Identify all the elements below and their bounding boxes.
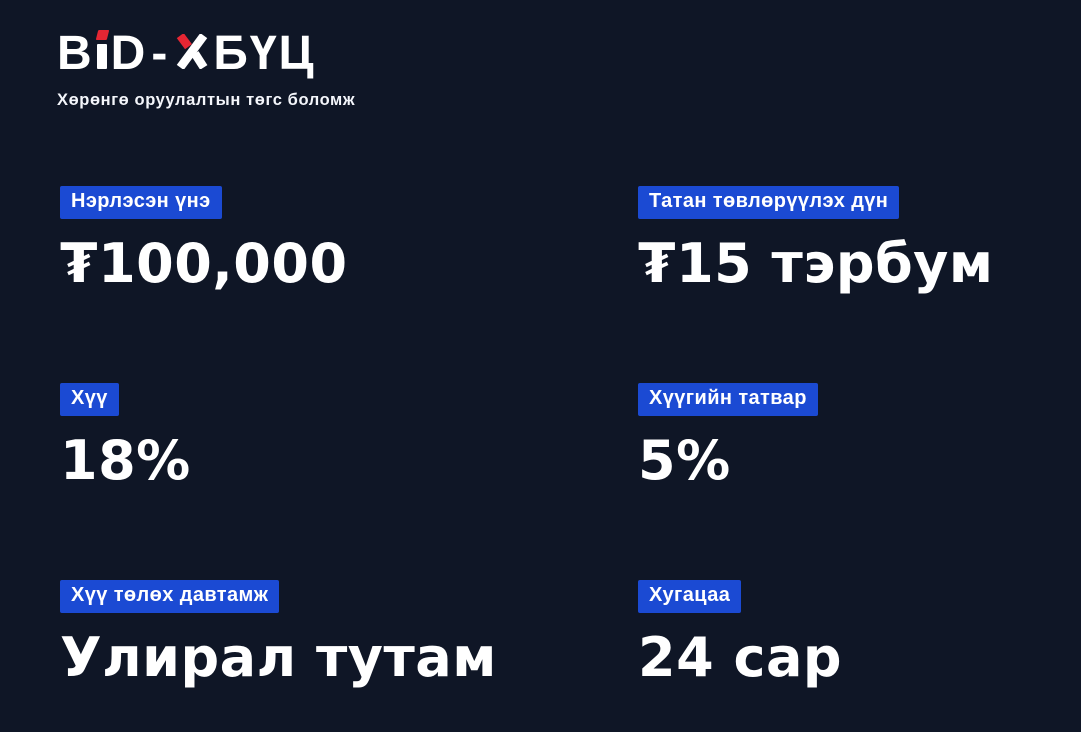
- stat-value: Улирал тутам: [60, 626, 497, 690]
- stat-value: ₮100,000: [60, 232, 348, 295]
- logo-dash: -: [151, 27, 170, 80]
- logo-letter-i: [95, 30, 109, 69]
- stat-label-badge: Хүүгийн татвар: [638, 383, 818, 417]
- logo-x-letter-icon: [177, 34, 208, 69]
- brand-logo-wordmark: B D - БҮЦ: [57, 30, 355, 78]
- stat-item-interest-rate: Хүү 18%: [60, 383, 638, 492]
- brand-tagline: Хөрөнгө оруулалтын төгс боломж: [57, 91, 356, 109]
- logo-suffix-letters: БҮЦ: [213, 27, 316, 80]
- stat-item-raise-amount: Татан төвлөрүүлэх дүн ₮15 тэрбум: [638, 186, 994, 295]
- stat-label-badge: Хүү төлөх давтамж: [60, 580, 280, 614]
- stat-value: 18%: [60, 429, 191, 493]
- stat-label-badge: Татан төвлөрүүлэх дүн: [638, 186, 900, 219]
- brand-logo: B D - БҮЦ Хөрөнгө оруулалтын төгс боломж: [57, 30, 355, 110]
- stats-grid: Нэрлэсэн үнэ ₮100,000 Татан төвлөрүүлэх …: [60, 186, 994, 689]
- stat-item-payment-frequency: Хүү төлөх давтамж Улирал тутам: [60, 580, 638, 689]
- stat-item-term: Хугацаа 24 сар: [638, 580, 994, 689]
- stat-label-badge: Нэрлэсэн үнэ: [60, 186, 222, 219]
- stat-label-badge: Хүү: [60, 383, 119, 417]
- stat-value: 5%: [638, 429, 731, 493]
- stat-value: ₮15 тэрбум: [638, 232, 994, 295]
- logo-letter-b: B: [57, 27, 94, 80]
- stat-label-badge: Хугацаа: [638, 580, 742, 614]
- logo-letter-d: D: [110, 27, 148, 80]
- stat-value: 24 сар: [638, 626, 843, 690]
- stat-item-interest-tax: Хүүгийн татвар 5%: [638, 383, 994, 492]
- logo-red-dot: [95, 30, 109, 40]
- stat-item-nominal-price: Нэрлэсэн үнэ ₮100,000: [60, 186, 638, 295]
